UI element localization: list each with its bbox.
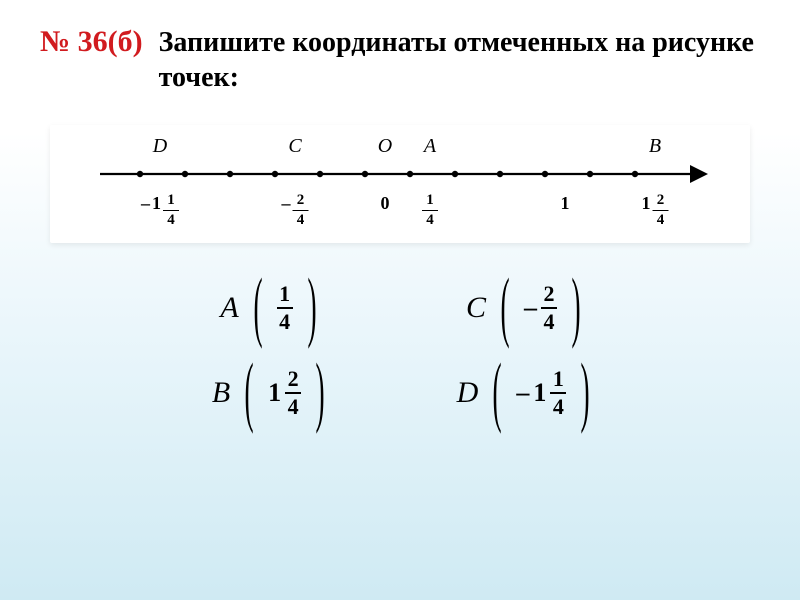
answer-letter: B xyxy=(212,376,230,410)
axis-value: 1 xyxy=(561,193,570,214)
right-paren: ) xyxy=(571,283,580,330)
header: № 36(б) Запишите координаты отмеченных н… xyxy=(40,25,760,95)
prompt-text: Запишите координаты отмеченных на рисунк… xyxy=(159,25,760,95)
answer-B: B (124) xyxy=(212,368,333,418)
right-paren: ) xyxy=(581,368,590,415)
answer-C: C ( –24) xyxy=(466,283,589,333)
left-paren: ( xyxy=(493,368,502,415)
left-paren: ( xyxy=(500,283,509,330)
point-label-C: C xyxy=(288,135,301,158)
axis-value: 14 xyxy=(422,193,438,228)
number-line-point-labels: DCOAB xyxy=(80,135,720,157)
answer-value: 14 xyxy=(277,283,293,333)
point-label-B: B xyxy=(649,135,661,158)
number-line-value-labels: –114 –24 0 14 1 124 xyxy=(80,193,720,239)
answer-letter: A xyxy=(220,291,238,325)
point-label-A: A xyxy=(424,135,436,158)
point-label-O: O xyxy=(378,135,392,158)
answer-letter: C xyxy=(466,291,486,325)
answer-value: 124 xyxy=(268,368,301,418)
point-label-D: D xyxy=(153,135,167,158)
right-paren: ) xyxy=(316,368,325,415)
right-paren: ) xyxy=(307,283,316,330)
answer-value: –24 xyxy=(524,283,557,333)
axis-value: –114 xyxy=(141,193,179,228)
answer-letter: D xyxy=(457,376,479,410)
answer-value: –114 xyxy=(516,368,566,418)
problem-number: № 36(б) xyxy=(40,25,143,59)
answer-A: A (14) xyxy=(220,283,324,333)
answer-D: D ( –114) xyxy=(457,368,599,418)
slide-container: № 36(б) Запишите координаты отмеченных н… xyxy=(0,0,800,600)
axis-value: 124 xyxy=(642,193,669,228)
left-paren: ( xyxy=(253,283,262,330)
number-line xyxy=(90,157,710,191)
axis-value: 0 xyxy=(381,193,390,214)
axis-value: –24 xyxy=(282,193,309,228)
left-paren: ( xyxy=(245,368,254,415)
number-line-panel: D C O A B –114 –24 0 14 1 124 xyxy=(50,125,750,243)
answers-grid: A(14)C(–24)B(124)D(–114) xyxy=(160,283,640,418)
